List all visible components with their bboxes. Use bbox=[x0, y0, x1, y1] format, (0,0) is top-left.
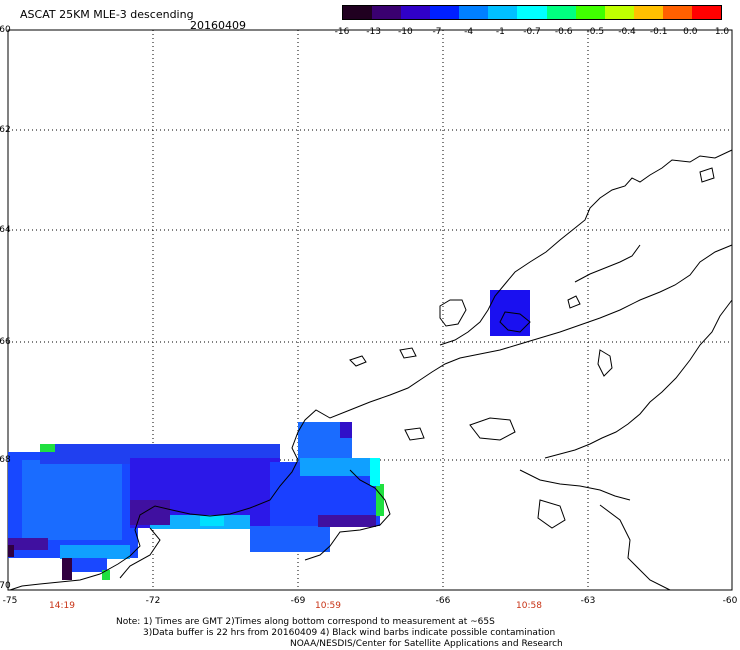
wind-data-swath bbox=[8, 290, 530, 580]
note-line-2: 3)Data buffer is 22 hrs from 20160409 4)… bbox=[143, 628, 556, 638]
colorbar-label: 0.0 bbox=[683, 27, 698, 37]
time-label-2: 10:59 bbox=[315, 601, 341, 611]
colorbar bbox=[342, 5, 722, 20]
time-label-1: 14:19 bbox=[49, 601, 75, 611]
colorbar-label: -10 bbox=[397, 27, 413, 37]
colorbar-swatch bbox=[343, 6, 373, 19]
colorbar-label: -0.7 bbox=[523, 27, 541, 37]
latitude-label: -64 bbox=[0, 225, 11, 235]
note-line-1: Note: 1) Times are GMT 2)Times along bot… bbox=[116, 617, 495, 627]
colorbar-swatch bbox=[662, 6, 692, 19]
latitude-label: -62 bbox=[0, 125, 11, 135]
longitude-label: -66 bbox=[435, 596, 451, 606]
map-date: 20160409 bbox=[190, 19, 246, 32]
colorbar-label: -0.5 bbox=[586, 27, 605, 37]
longitude-label: -63 bbox=[580, 596, 596, 606]
map-frame bbox=[7, 29, 733, 591]
colorbar-swatch bbox=[604, 6, 634, 19]
latitude-label: -68 bbox=[0, 455, 11, 465]
colorbar-swatch bbox=[546, 6, 576, 19]
time-label-3: 10:58 bbox=[516, 601, 542, 611]
latitude-label: -70 bbox=[0, 581, 11, 591]
colorbar-label: -13 bbox=[366, 27, 382, 37]
longitude-label: -69 bbox=[290, 596, 306, 606]
latitude-label: -60 bbox=[0, 25, 11, 35]
colorbar-label: -1 bbox=[495, 27, 505, 37]
colorbar-label: -0.4 bbox=[618, 27, 636, 37]
colorbar-swatch bbox=[691, 6, 722, 19]
longitude-label: -72 bbox=[145, 596, 161, 606]
colorbar-swatch bbox=[401, 6, 431, 19]
longitude-label: -75 bbox=[2, 596, 18, 606]
coastline bbox=[9, 149, 733, 591]
note-line-3: NOAA/NESDIS/Center for Satellite Applica… bbox=[290, 639, 563, 649]
latitude-label: -66 bbox=[0, 337, 11, 347]
colorbar-swatch bbox=[575, 6, 605, 19]
map-title: ASCAT 25KM MLE-3 descending bbox=[20, 8, 194, 21]
colorbar-label: -7 bbox=[432, 27, 442, 37]
colorbar-swatch bbox=[459, 6, 489, 19]
colorbar-swatch bbox=[633, 6, 663, 19]
colorbar-label: -4 bbox=[464, 27, 474, 37]
colorbar-swatch bbox=[517, 6, 547, 19]
colorbar-swatch bbox=[488, 6, 518, 19]
longitude-label: -60 bbox=[722, 596, 738, 606]
colorbar-label: -16 bbox=[334, 27, 350, 37]
colorbar-label: 1.0 bbox=[714, 27, 730, 37]
colorbar-swatch bbox=[372, 6, 402, 19]
colorbar-label: -0.6 bbox=[554, 27, 573, 37]
colorbar-label: -0.1 bbox=[649, 27, 668, 37]
colorbar-swatch bbox=[430, 6, 460, 19]
